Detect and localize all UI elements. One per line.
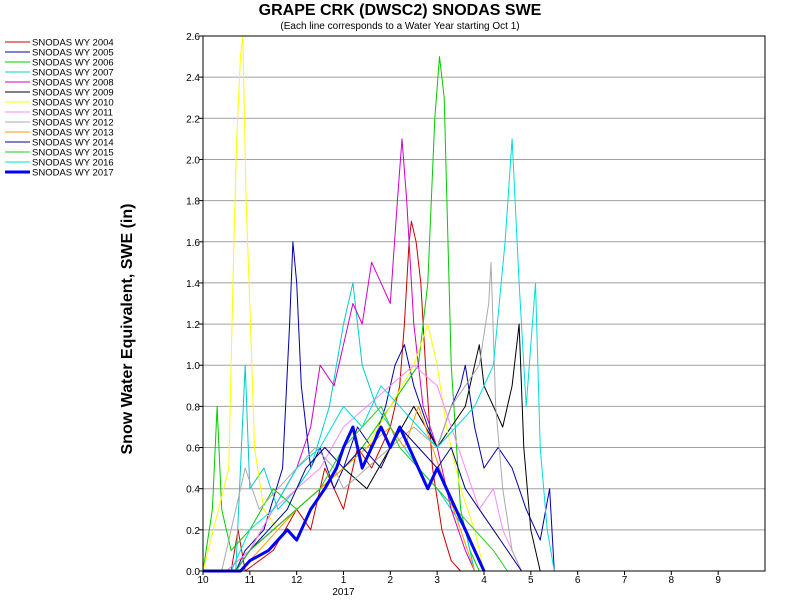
y-tick-label: 2.2 bbox=[186, 114, 200, 125]
x-tick-label: 7 bbox=[622, 575, 628, 586]
legend-label: SNODAS WY 2012 bbox=[32, 118, 114, 129]
series-line bbox=[203, 138, 555, 572]
y-tick-label: 1.8 bbox=[186, 197, 200, 208]
y-tick-label: 2.4 bbox=[186, 73, 200, 84]
series-line bbox=[203, 425, 486, 573]
y-tick-label: 0.2 bbox=[186, 526, 200, 537]
legend-label: SNODAS WY 2006 bbox=[32, 58, 114, 69]
y-tick-label: 1.6 bbox=[186, 238, 200, 249]
y-tick-label: 0.6 bbox=[186, 444, 200, 455]
y-tick-label: 0.8 bbox=[186, 402, 200, 413]
series-line bbox=[202, 56, 480, 572]
x-year-label: 2017 bbox=[332, 587, 355, 598]
y-tick-label: 1.2 bbox=[186, 320, 200, 331]
legend-label: SNODAS WY 2015 bbox=[32, 148, 114, 159]
series-line bbox=[203, 261, 522, 572]
legend-label: SNODAS WY 2017 bbox=[32, 168, 114, 179]
y-tick-label: 1.4 bbox=[186, 279, 200, 290]
legend-label: SNODAS WY 2004 bbox=[32, 38, 114, 49]
x-tick-label: 12 bbox=[291, 575, 303, 586]
x-tick-label: 8 bbox=[669, 575, 675, 586]
series-line bbox=[203, 364, 522, 572]
legend-label: SNODAS WY 2007 bbox=[32, 68, 114, 79]
legend-label: SNODAS WY 2013 bbox=[32, 128, 114, 139]
y-axis-label: Snow Water Equivalent, SWE (in) bbox=[119, 203, 136, 455]
legend-label: SNODAS WY 2011 bbox=[32, 108, 113, 119]
y-tick-label: 2.0 bbox=[186, 155, 200, 166]
legend-label: SNODAS WY 2016 bbox=[32, 158, 114, 169]
legend-label: SNODAS WY 2010 bbox=[32, 98, 114, 109]
plot-area-frame bbox=[202, 35, 766, 572]
y-tick-label: 2.6 bbox=[186, 32, 200, 43]
y-tick-label: 0.4 bbox=[186, 485, 200, 496]
x-tick-label: 5 bbox=[528, 575, 534, 586]
x-tick-label: 11 bbox=[245, 575, 256, 586]
chart-subtitle: (Each line corresponds to a Water Year s… bbox=[280, 21, 520, 32]
y-axis: 0.0 0.2 0.4 0.6 0.8 1.0 1.2 1.4 1.6 1.8 2.0 2.2 2.4 2… bbox=[186, 32, 203, 578]
chart-title: GRAPE CRK (DWSC2) SNODAS SWE bbox=[258, 2, 542, 19]
series-line bbox=[203, 426, 522, 572]
chart-gridlines bbox=[203, 76, 765, 531]
y-tick-label: 0.0 bbox=[186, 567, 200, 578]
x-tick-label: 3 bbox=[434, 575, 440, 586]
series-line bbox=[203, 282, 476, 572]
series-line bbox=[203, 405, 508, 572]
x-tick-label: 9 bbox=[715, 575, 721, 586]
chart-series-layer bbox=[202, 35, 555, 573]
x-tick-label: 1 bbox=[341, 575, 347, 586]
x-tick-label: 2 bbox=[388, 575, 394, 586]
legend-label: SNODAS WY 2005 bbox=[32, 48, 114, 59]
x-tick-label: 4 bbox=[481, 575, 487, 586]
x-tick-label: 6 bbox=[575, 575, 581, 586]
x-tick-label: 10 bbox=[197, 575, 209, 586]
legend-label: SNODAS WY 2014 bbox=[32, 138, 114, 149]
series-line bbox=[203, 138, 476, 572]
legend-label: SNODAS WY 2009 bbox=[32, 88, 114, 99]
y-tick-label: 1.0 bbox=[186, 361, 200, 372]
series-line bbox=[202, 35, 485, 572]
legend-label: SNODAS WY 2008 bbox=[32, 78, 114, 89]
